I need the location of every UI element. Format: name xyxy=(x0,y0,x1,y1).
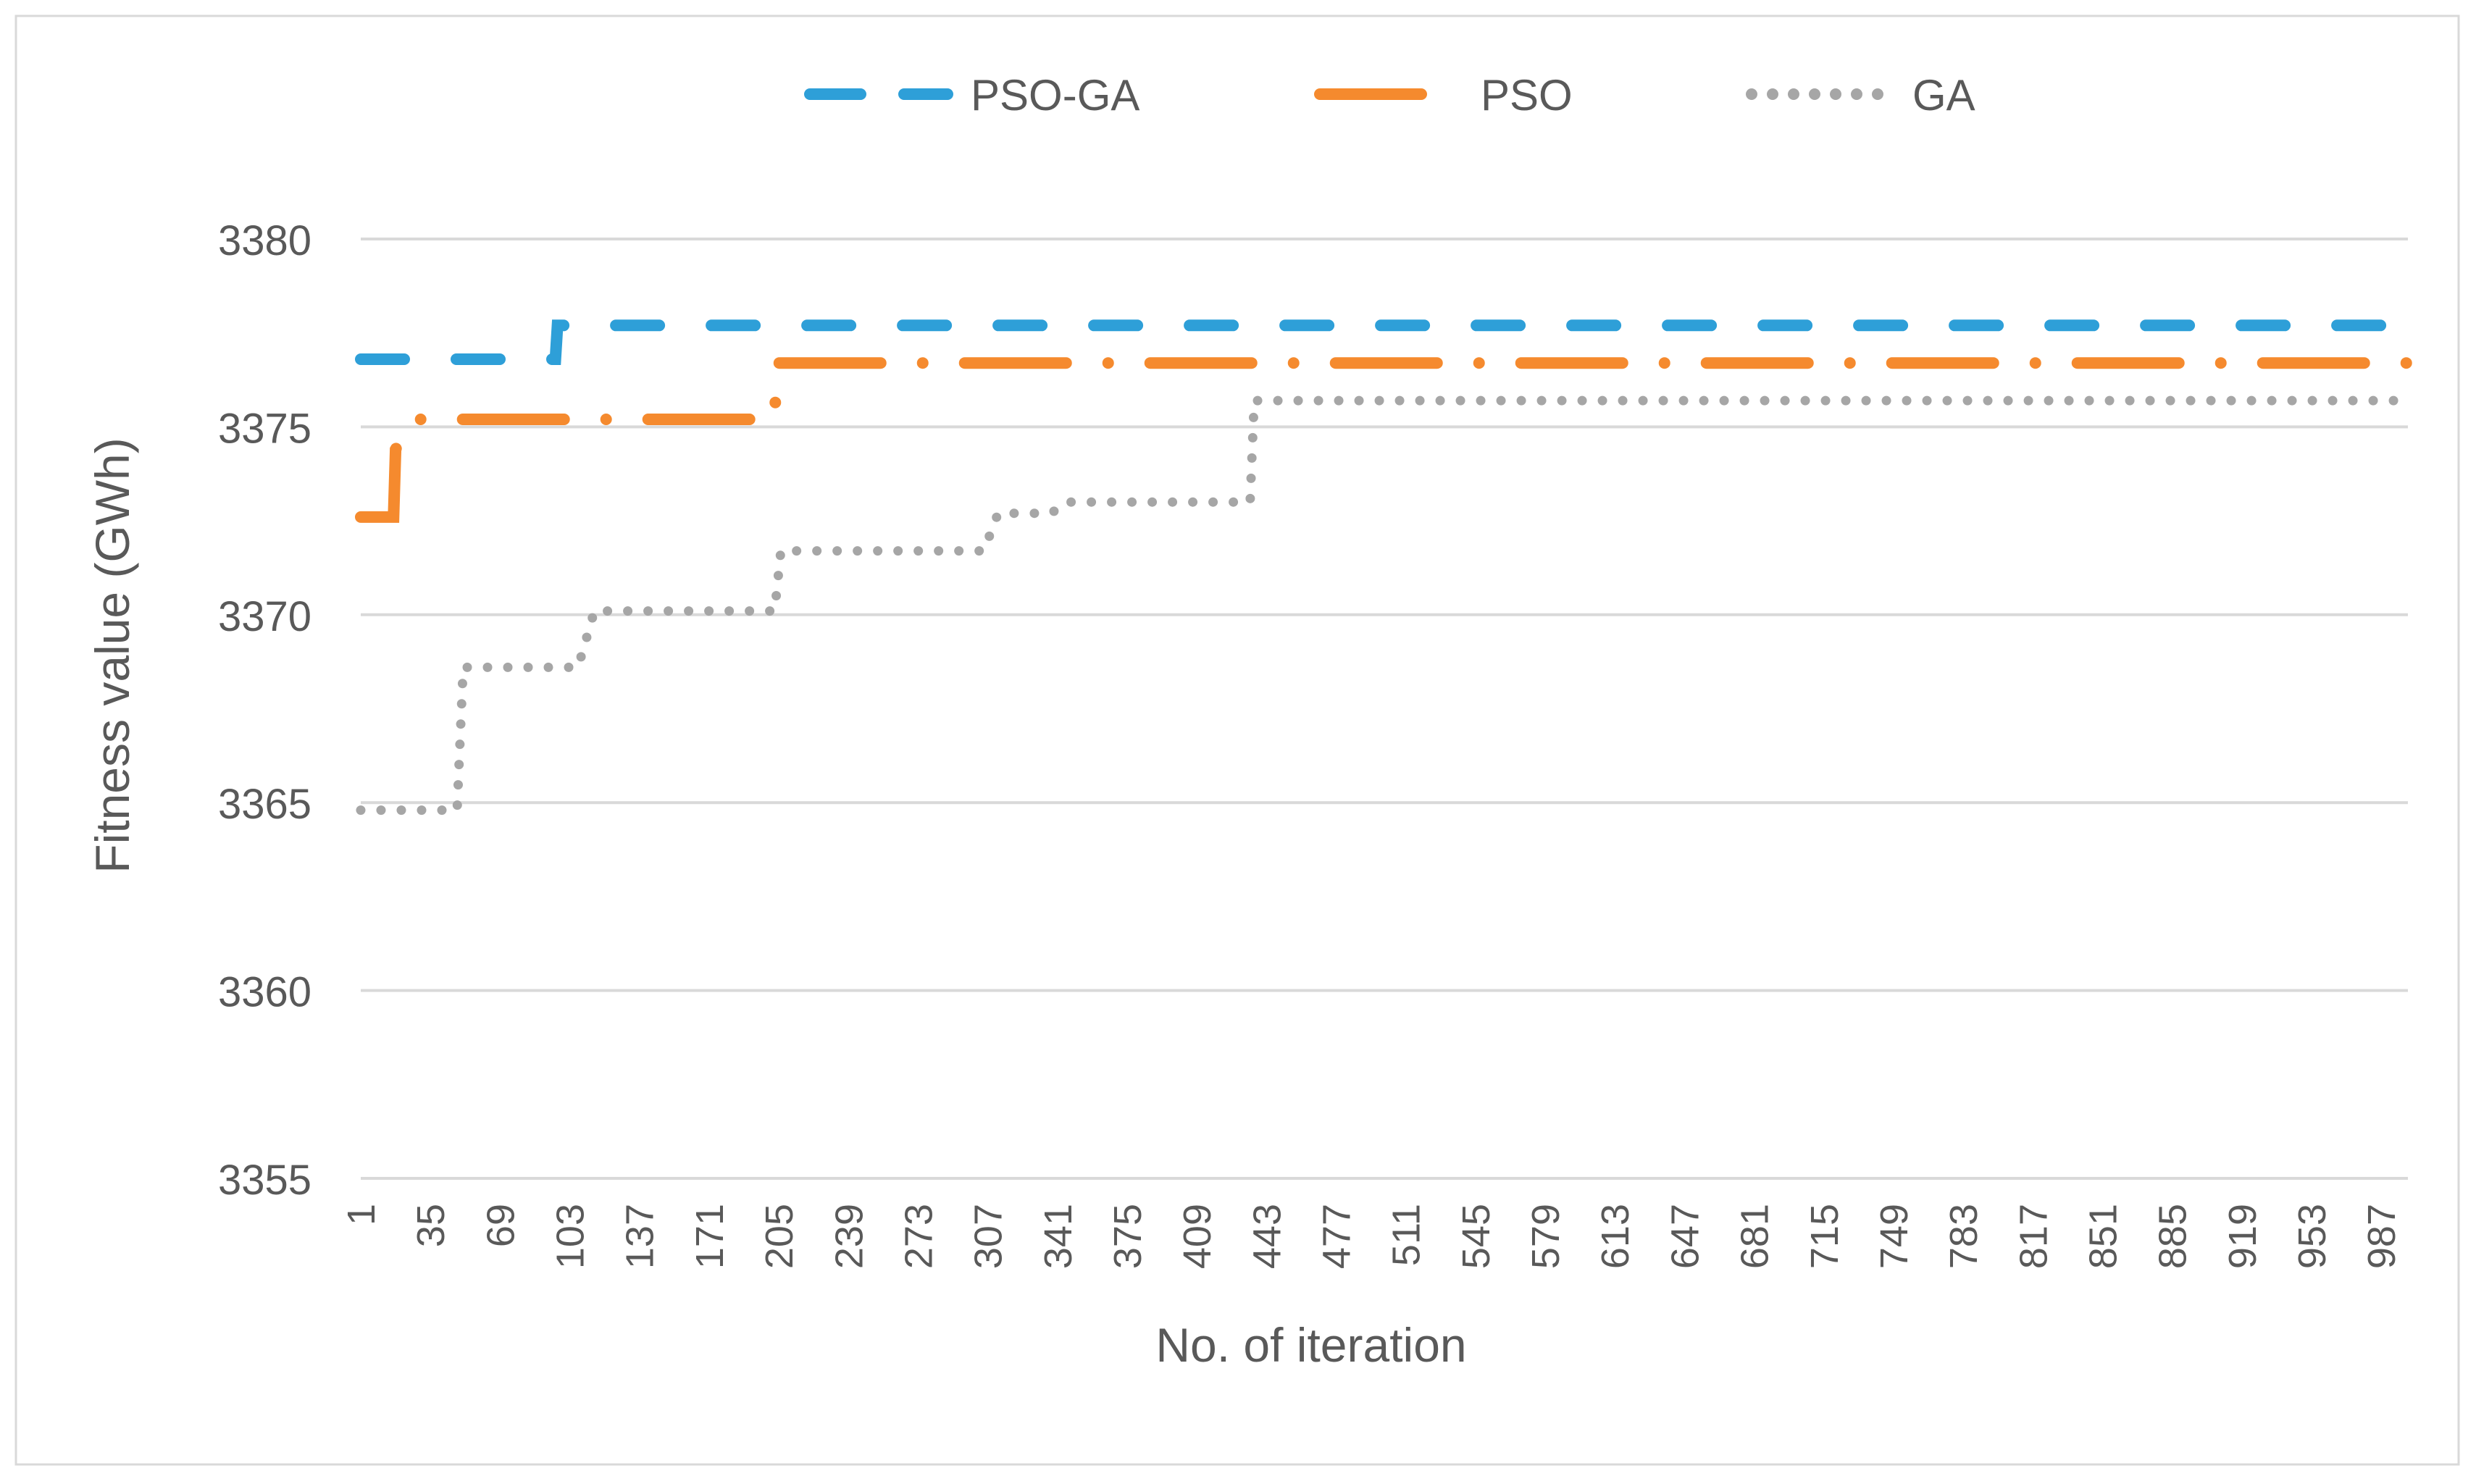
x-tick-label: 171 xyxy=(688,1204,732,1269)
x-tick-label: 919 xyxy=(2221,1204,2264,1269)
x-tick-label: 613 xyxy=(1594,1204,1637,1269)
x-tick-label: 1 xyxy=(340,1204,383,1225)
y-tick-label: 3375 xyxy=(218,405,311,452)
x-tick-label: 35 xyxy=(409,1204,453,1247)
x-tick-label: 647 xyxy=(1663,1204,1707,1269)
y-tick-label: 3370 xyxy=(218,593,311,640)
x-tick-label: 715 xyxy=(1803,1204,1846,1269)
x-tick-label: 953 xyxy=(2291,1204,2334,1269)
x-tick-label: 545 xyxy=(1455,1204,1498,1269)
y-tick-label: 3365 xyxy=(218,781,311,828)
y-tick-label: 3380 xyxy=(218,217,311,264)
series-line-pso-ga xyxy=(355,319,2414,365)
x-tick-label: 749 xyxy=(1873,1204,1916,1269)
x-tick-label: 341 xyxy=(1037,1204,1080,1269)
legend-label: PSO xyxy=(1481,71,1573,120)
x-tick-label: 783 xyxy=(1942,1204,1986,1269)
y-tick-label: 3360 xyxy=(218,969,311,1016)
x-tick-label: 307 xyxy=(967,1204,1011,1269)
series-lines xyxy=(355,319,2414,816)
y-axis-title: Fitness value (GWh) xyxy=(85,437,139,873)
legend: PSO-GA PSO GA xyxy=(804,71,1975,120)
chart-border xyxy=(14,14,2460,1466)
series-line-pso xyxy=(355,357,2414,523)
x-tick-label: 987 xyxy=(2360,1204,2404,1269)
grid-lines xyxy=(361,238,2408,1180)
x-tick-label: 579 xyxy=(1524,1204,1568,1269)
x-axis-ticks: 1 35 69 103 137 171 205 239 273 307 341 375 409 443 47… xyxy=(340,1204,2404,1269)
y-tick-label: 3355 xyxy=(218,1157,311,1204)
series-line-ga xyxy=(356,395,2413,816)
x-tick-label: 681 xyxy=(1733,1204,1777,1269)
x-tick-label: 273 xyxy=(897,1204,940,1269)
x-tick-label: 885 xyxy=(2151,1204,2195,1269)
x-tick-label: 511 xyxy=(1385,1204,1429,1266)
y-axis-ticks: 3355 3360 3365 3370 3375 3380 xyxy=(218,217,311,1204)
legend-label: GA xyxy=(1912,71,1975,120)
x-tick-label: 375 xyxy=(1106,1204,1150,1269)
x-axis-title: No. of iteration xyxy=(1155,1318,1466,1372)
x-tick-label: 137 xyxy=(619,1204,662,1269)
x-tick-label: 205 xyxy=(758,1204,801,1269)
x-tick-label: 851 xyxy=(2082,1204,2125,1269)
x-tick-label: 409 xyxy=(1176,1204,1219,1269)
x-tick-label: 69 xyxy=(479,1204,522,1247)
x-tick-label: 477 xyxy=(1316,1204,1359,1269)
x-tick-label: 239 xyxy=(827,1204,871,1269)
x-tick-label: 103 xyxy=(549,1204,593,1269)
x-tick-label: 443 xyxy=(1245,1204,1289,1269)
x-tick-label: 817 xyxy=(2012,1204,2055,1269)
legend-label: PSO-GA xyxy=(971,71,1139,120)
